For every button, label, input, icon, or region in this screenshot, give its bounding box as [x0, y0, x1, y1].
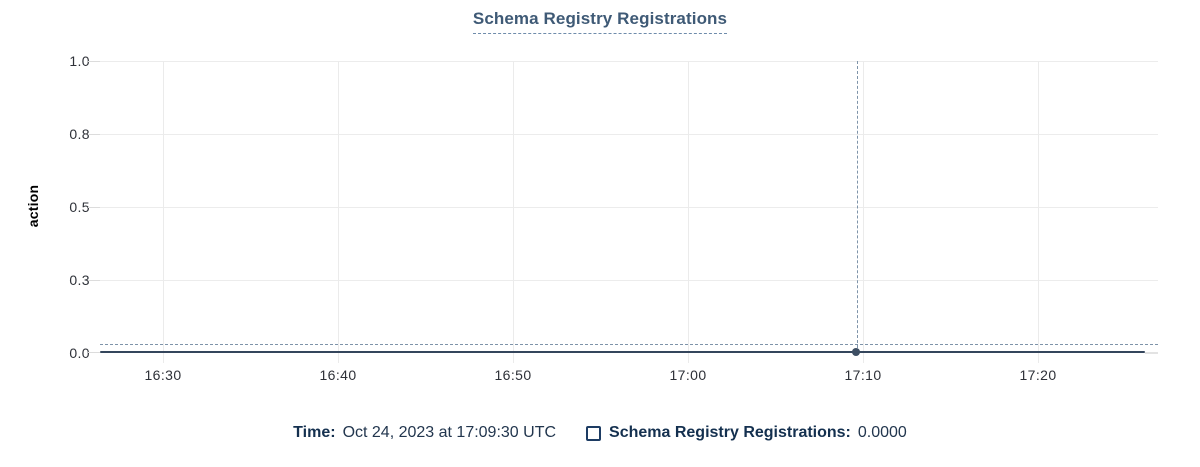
series-line	[100, 351, 1145, 353]
y-tick-label: 0.3	[69, 272, 90, 288]
gridline-vertical	[1038, 61, 1039, 363]
legend-series-label[interactable]: Schema Registry Registrations:	[609, 424, 851, 441]
gridline-vertical	[688, 61, 689, 363]
gridline-vertical	[513, 61, 514, 363]
gridline-horizontal	[100, 134, 1158, 135]
legend-time-label: Time:	[293, 424, 336, 441]
chart-title[interactable]: Schema Registry Registrations	[472, 9, 728, 34]
gridline-vertical	[338, 61, 339, 363]
y-tick-mark	[88, 134, 100, 135]
y-tick-label: 0.0	[69, 345, 90, 361]
legend-time-value: Oct 24, 2023 at 17:09:30 UTC	[342, 424, 557, 441]
gridline-horizontal	[100, 280, 1158, 281]
y-tick-label: 0.5	[69, 199, 90, 215]
plot-area[interactable]	[100, 61, 1158, 363]
crosshair-horizontal-line	[100, 344, 1158, 345]
y-tick-mark	[88, 207, 100, 208]
y-tick-mark	[88, 352, 100, 353]
gridline-horizontal	[100, 207, 1158, 208]
legend-series-checkbox[interactable]	[586, 425, 602, 441]
legend-bar: Time: Oct 24, 2023 at 17:09:30 UTC Schem…	[0, 423, 1200, 443]
x-tick-label: 16:50	[494, 367, 532, 383]
x-tick-label: 16:30	[144, 367, 182, 383]
x-tick-label: 16:40	[319, 367, 357, 383]
x-tick-label: 17:00	[669, 367, 707, 383]
y-tick-mark	[88, 61, 100, 62]
legend-series-value: 0.0000	[857, 424, 907, 441]
chart-header: Schema Registry Registrations	[0, 9, 1200, 34]
y-tick-mark	[88, 280, 100, 281]
x-tick-label: 17:20	[1019, 367, 1057, 383]
crosshair-vertical-line	[857, 61, 858, 353]
gridline-vertical	[863, 61, 864, 363]
y-tick-label: 1.0	[69, 53, 90, 69]
highlighted-data-point	[852, 348, 860, 356]
zero-gridline-extension	[1145, 352, 1158, 354]
y-tick-label: 0.8	[69, 126, 90, 142]
gridline-horizontal	[100, 61, 1158, 62]
x-tick-label: 17:10	[844, 367, 882, 383]
gridline-vertical	[163, 61, 164, 363]
